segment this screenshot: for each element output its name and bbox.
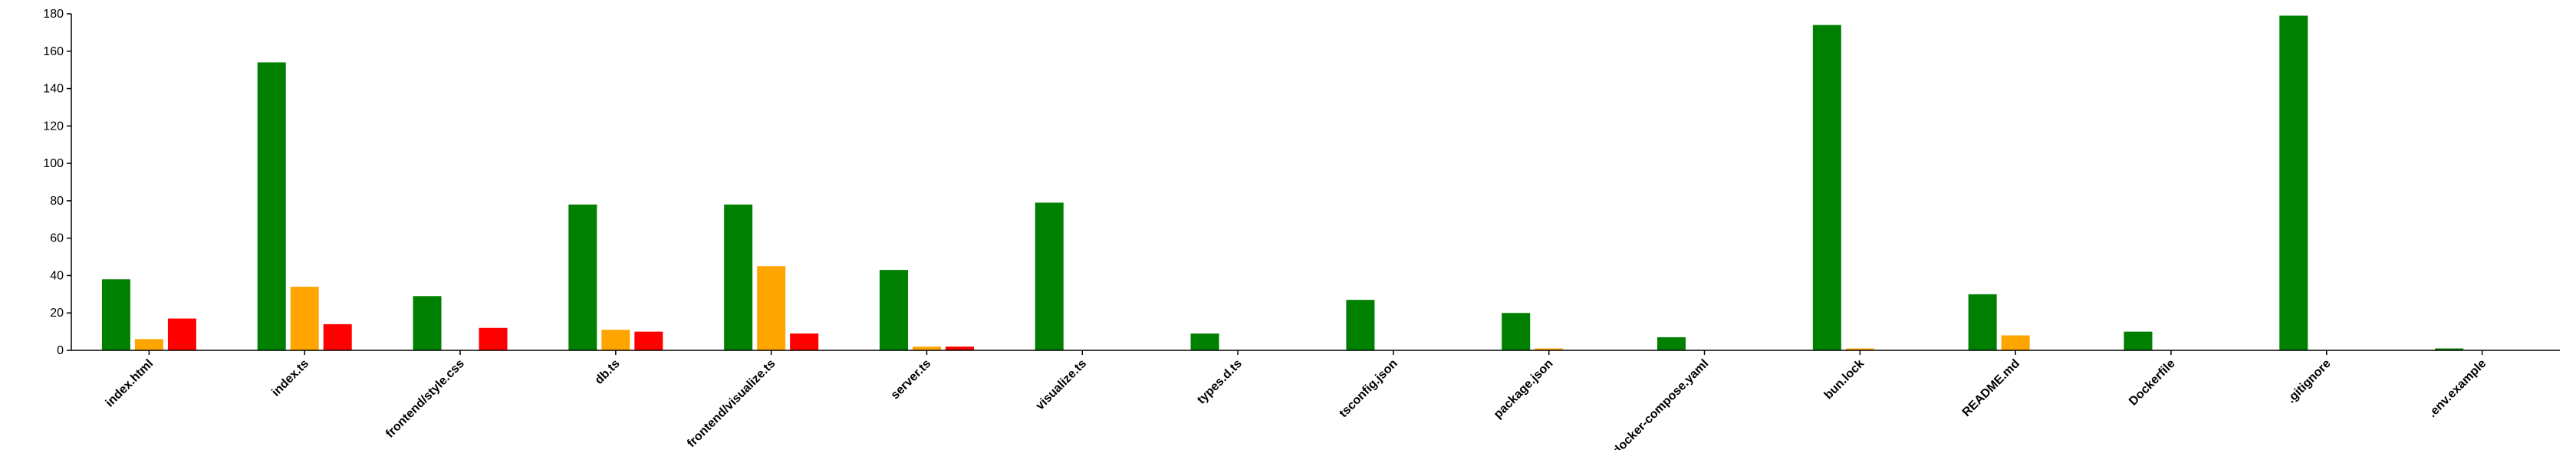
x-tick-label: visualize.ts xyxy=(1034,357,1089,412)
bar-db-ts-s3 xyxy=(634,331,663,350)
x-tick-label: index.ts xyxy=(269,357,311,399)
x-tick-label: tsconfig.json xyxy=(1337,357,1400,420)
bar-types-d-ts-s1 xyxy=(1190,333,1219,350)
bar-frontend-visualize-ts-s1 xyxy=(724,204,753,350)
y-tick-label: 160 xyxy=(43,45,64,58)
x-tick-label: index.html xyxy=(104,357,156,410)
bars xyxy=(101,15,2464,351)
x-tick-label: Dockerfile xyxy=(2127,357,2178,409)
bar-index-ts-s2 xyxy=(290,287,319,350)
bar-visualize-ts-s1 xyxy=(1035,202,1064,350)
bar-server-ts-s3 xyxy=(945,347,974,350)
x-tick-label: .gitignore xyxy=(2285,357,2334,406)
x-tick-label: .env.example xyxy=(2426,357,2489,420)
bar-readme-md-s2 xyxy=(2001,335,2030,350)
bar-frontend-visualize-ts-s3 xyxy=(790,333,819,350)
x-tick-label: package.json xyxy=(1492,357,1556,422)
x-tick-label: bun.lock xyxy=(1822,357,1867,402)
y-tick-label: 180 xyxy=(43,8,64,21)
y-tick-label: 60 xyxy=(50,232,64,245)
bar-env-example-s1 xyxy=(2435,348,2464,350)
bar-db-ts-s2 xyxy=(601,330,630,350)
bar-server-ts-s2 xyxy=(912,347,941,350)
bar-docker-compose-yaml-s1 xyxy=(1657,337,1686,350)
bar-index-ts-s3 xyxy=(323,324,352,350)
bar-index-ts-s1 xyxy=(257,62,286,351)
x-tick-label: server.ts xyxy=(889,357,934,402)
y-tick-label: 100 xyxy=(43,157,64,170)
y-tick-label: 120 xyxy=(43,120,64,133)
y-tick-label: 80 xyxy=(50,195,64,208)
y-tick-label: 140 xyxy=(43,83,64,96)
bar-bun-lock-s2 xyxy=(1845,348,1874,350)
bar-server-ts-s1 xyxy=(879,270,908,350)
bar-db-ts-s1 xyxy=(568,204,597,350)
bar-package-json-s2 xyxy=(1535,348,1564,350)
x-tick-label: frontend/style.css xyxy=(383,357,467,441)
x-axis: index.html index.ts frontend/style.css db.t… xyxy=(71,350,2560,450)
y-tick-label: 20 xyxy=(50,307,64,320)
x-tick-label: types.d.ts xyxy=(1195,357,1245,407)
x-tick-label: docker-compose.yaml xyxy=(1610,357,1711,450)
y-tick-label: 0 xyxy=(57,344,64,357)
bar-index-html-s3 xyxy=(167,318,196,350)
bar-tsconfig-json-s1 xyxy=(1346,300,1375,350)
bar-frontend-style-css-s1 xyxy=(413,296,442,350)
x-tick-label: frontend/visualize.ts xyxy=(685,357,778,450)
bar-bun-lock-s1 xyxy=(1812,25,1841,351)
bar-index-html-s2 xyxy=(134,339,163,350)
bar-frontend-visualize-ts-s2 xyxy=(757,266,786,350)
y-tick-label: 40 xyxy=(50,269,64,282)
bar-dockerfile-s1 xyxy=(2124,331,2153,350)
bar-package-json-s1 xyxy=(1502,313,1531,350)
bar-gitignore-s1 xyxy=(2279,15,2308,350)
bar-readme-md-s1 xyxy=(1968,294,1997,350)
bar-frontend-style-css-s3 xyxy=(479,327,508,350)
x-tick-label: db.ts xyxy=(593,357,623,387)
y-axis: 0 20 40 60 80 100 120 140 160 180 xyxy=(43,8,72,357)
x-tick-label: README.md xyxy=(1960,357,2022,419)
bar-index-html-s1 xyxy=(101,279,130,350)
